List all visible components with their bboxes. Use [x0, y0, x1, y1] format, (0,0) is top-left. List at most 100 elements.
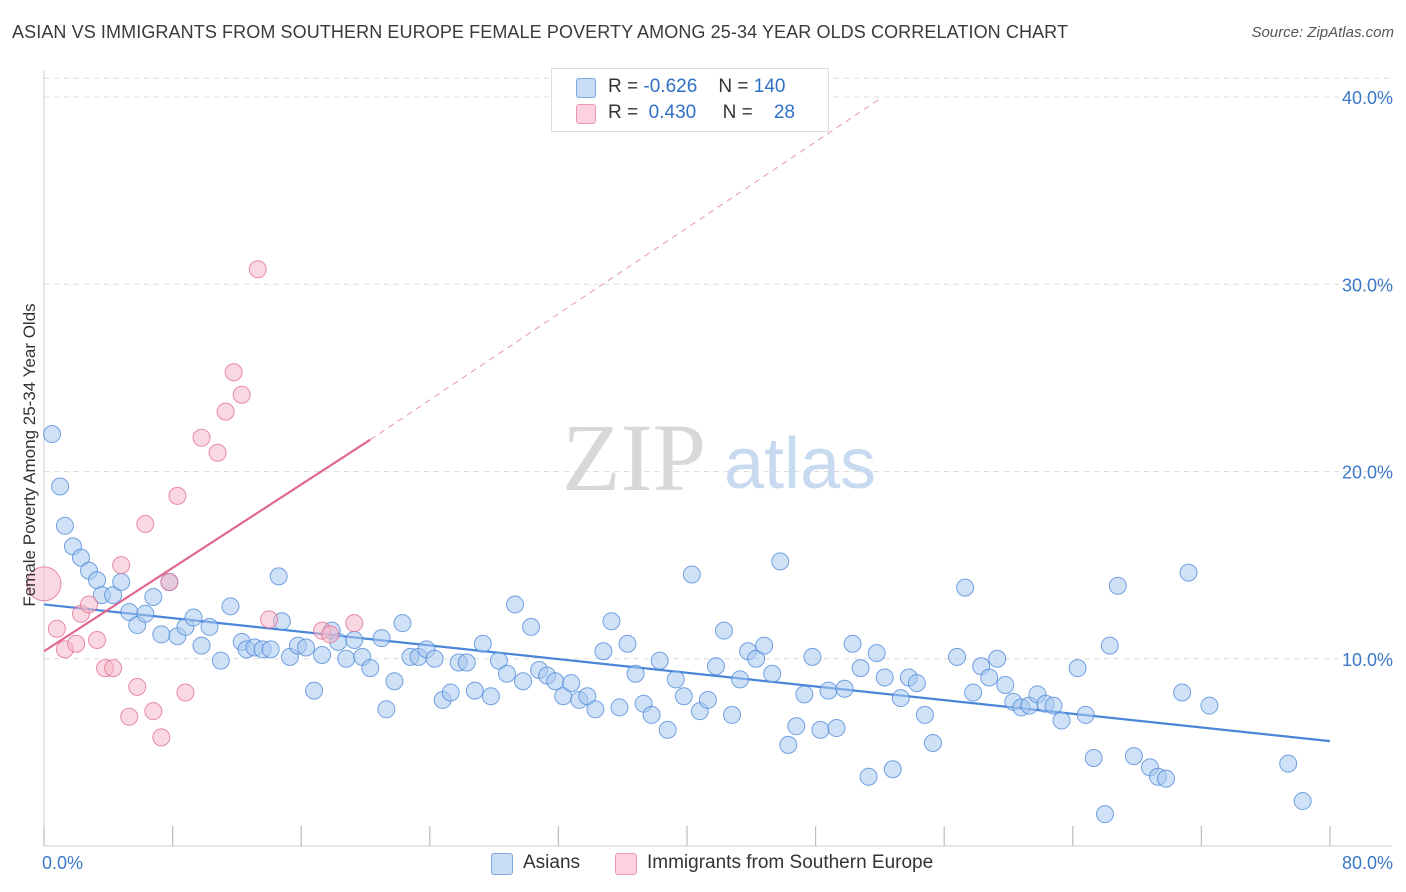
southern-europe-point — [160, 572, 179, 591]
asian-point — [112, 572, 131, 591]
legend-n-label: N = — [722, 102, 753, 123]
asian-point — [211, 651, 230, 670]
asian-point — [811, 720, 830, 739]
asian-point — [43, 425, 62, 444]
asian-point — [505, 595, 524, 614]
asian-point — [200, 617, 219, 636]
asian-point — [891, 689, 910, 708]
legend-r-label: R = — [608, 102, 639, 123]
southern-europe-point — [120, 707, 139, 726]
asian-point — [372, 629, 391, 648]
y-tick-label: 30.0% — [1342, 275, 1393, 295]
asian-point — [457, 653, 476, 672]
asian-point — [988, 649, 1007, 668]
asian-point — [674, 687, 693, 706]
asian-point — [522, 617, 541, 636]
asian-point — [626, 664, 645, 683]
asian-point — [779, 735, 798, 754]
southern-europe-point — [192, 428, 211, 447]
asian-point — [441, 683, 460, 702]
bottom-legend-swatch-asians — [491, 853, 513, 875]
asian-point — [787, 717, 806, 736]
asian-point — [192, 636, 211, 655]
asian-point — [666, 670, 685, 689]
asian-point — [795, 685, 814, 704]
watermark-zip: ZIP — [562, 404, 706, 511]
southern-europe-point — [176, 683, 195, 702]
asian-point — [755, 636, 774, 655]
legend-n-label: N = — [718, 76, 749, 97]
x-tick-label: 0.0% — [42, 853, 83, 873]
asian-point — [650, 651, 669, 670]
asian-point — [915, 705, 934, 724]
asian-point — [104, 586, 123, 605]
chart-title: ASIAN VS IMMIGRANTS FROM SOUTHERN EUROPE… — [12, 22, 1069, 42]
legend-text: R = 0.430 N = 28 — [608, 102, 795, 124]
asian-point — [88, 571, 107, 590]
bottom-legend-label: Immigrants from Southern Europe — [647, 852, 934, 873]
asian-point — [184, 608, 203, 627]
asian-point — [261, 640, 280, 659]
asian-point — [706, 657, 725, 676]
asian-point — [1100, 636, 1119, 655]
bottom-legend-swatch-southern-europe — [615, 853, 637, 875]
bottom-legend-label: Asians — [523, 852, 581, 873]
asian-point — [1124, 747, 1143, 766]
y-tick-label: 20.0% — [1342, 463, 1393, 483]
asian-point — [55, 516, 74, 535]
chart-source: Source: ZipAtlas.com — [1251, 24, 1394, 41]
asian-point — [489, 651, 508, 670]
asian-point — [221, 597, 240, 616]
trend-lines — [43, 98, 1331, 743]
asian-point — [337, 649, 356, 668]
asian-point — [980, 668, 999, 687]
southern-europe-point — [128, 677, 147, 696]
asian-point — [1293, 792, 1312, 811]
asian-point — [377, 700, 396, 719]
asian-point — [1068, 659, 1087, 678]
southern-europe-point — [26, 566, 62, 602]
asian-point — [907, 674, 926, 693]
data-points — [26, 260, 1312, 824]
asian-trend-line — [43, 603, 1331, 743]
legend-text: R = -0.626 N = 140 — [608, 76, 785, 98]
asian-point — [658, 720, 677, 739]
asian-point — [731, 670, 750, 689]
legend-swatch-asians — [576, 78, 596, 98]
legend-n-value: 28 — [773, 102, 795, 123]
asian-point — [562, 674, 581, 693]
asian-point — [964, 683, 983, 702]
asian-point — [867, 644, 886, 663]
asian-point — [771, 552, 790, 571]
southern-europe-point — [80, 595, 99, 614]
southern-europe-point — [88, 631, 107, 650]
asian-point — [1179, 563, 1198, 582]
asian-point — [835, 679, 854, 698]
southern-europe-point — [248, 260, 267, 279]
asian-point — [1200, 696, 1219, 715]
asian-point — [497, 664, 516, 683]
asian-point — [345, 631, 364, 650]
asian-point — [594, 642, 613, 661]
asian-point — [1279, 754, 1298, 773]
y-tick-label: 40.0% — [1342, 88, 1393, 108]
asian-point — [996, 675, 1015, 694]
asian-point — [71, 548, 90, 567]
southern-europe-point — [47, 619, 66, 638]
legend-r-label: R = — [608, 76, 639, 97]
asian-point — [747, 649, 766, 668]
asian-point — [827, 719, 846, 738]
southern-europe-point — [232, 385, 251, 404]
asian-point — [883, 760, 902, 779]
asian-point — [425, 649, 444, 668]
asian-point — [714, 621, 733, 640]
asian-point — [1044, 696, 1063, 715]
asian-point — [610, 698, 629, 717]
legend-r-value: 0.430 — [648, 102, 697, 123]
asian-point — [723, 705, 742, 724]
legend-n-value: 140 — [753, 76, 786, 97]
asian-point — [698, 690, 717, 709]
asian-point — [642, 705, 661, 724]
asian-point — [602, 612, 621, 631]
